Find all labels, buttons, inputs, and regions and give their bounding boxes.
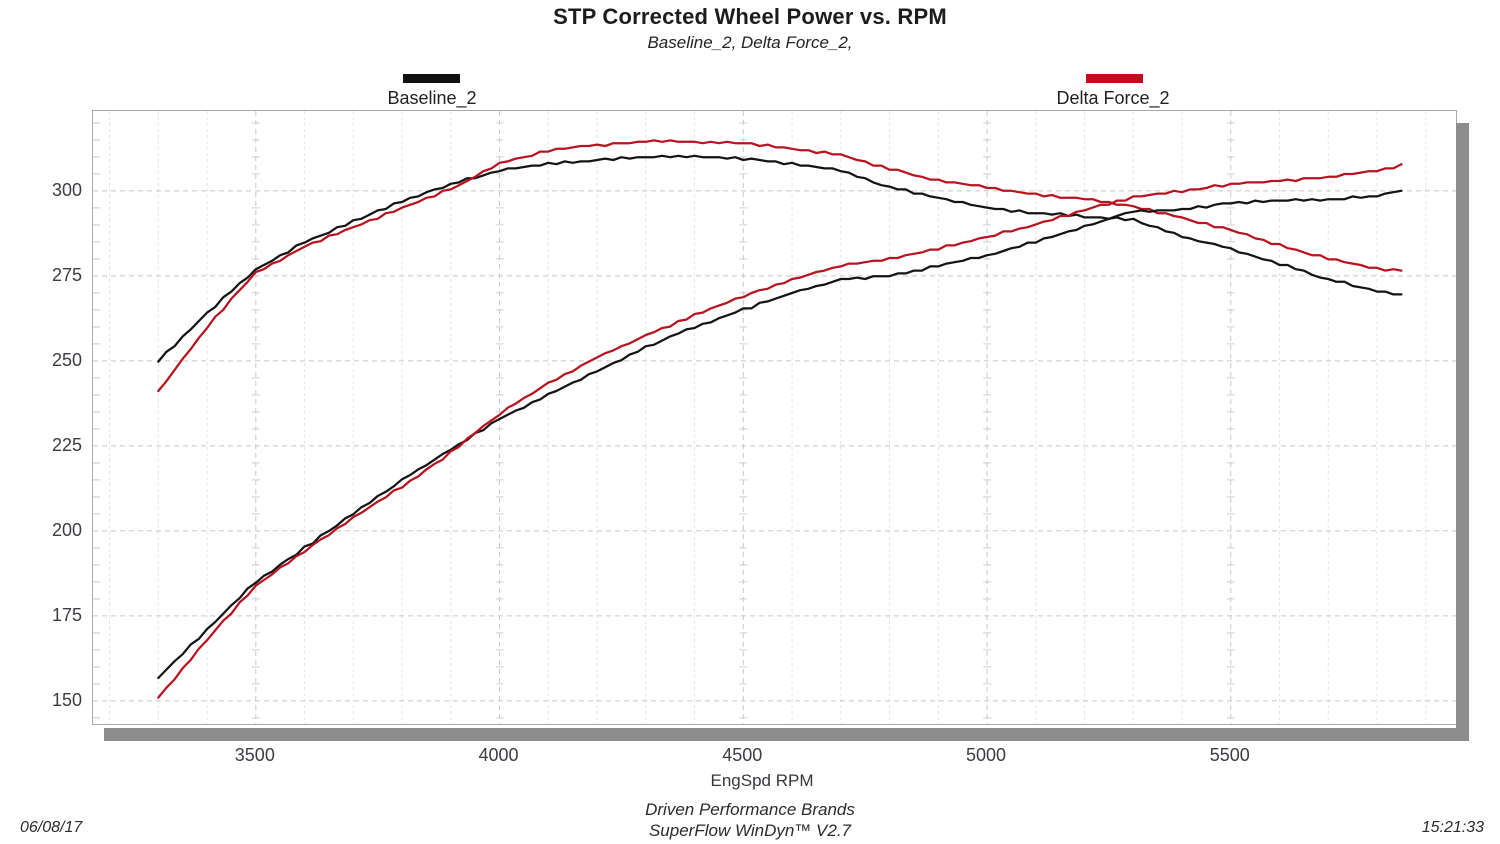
x-tick-label: 4500	[722, 745, 763, 765]
footer-date: 06/08/17	[20, 819, 83, 836]
y-tick-label: 150	[51, 689, 82, 710]
y-tick-label: 275	[51, 264, 82, 285]
y-tick-label: 225	[51, 434, 82, 455]
footer-brand: Driven Performance Brands	[645, 800, 855, 819]
plot-shadow-bottom	[104, 728, 1469, 741]
chart-plot-area	[92, 110, 1457, 725]
legend-swatch-baseline	[403, 74, 460, 83]
page-title: STP Corrected Wheel Power vs. RPM	[553, 4, 947, 29]
x-tick-label: 3500	[234, 745, 275, 765]
x-tick-label: 5500	[1209, 745, 1250, 765]
y-tick-label: 175	[51, 604, 82, 625]
legend-label-baseline: Baseline_2	[387, 88, 477, 108]
x-axis-title: EngSpd RPM	[710, 771, 814, 790]
y-tick-label: 200	[51, 519, 82, 540]
x-tick-label: 5000	[966, 745, 1007, 765]
page-subtitle: Baseline_2, Delta Force_2,	[647, 33, 853, 52]
x-tick-label: 4000	[478, 745, 519, 765]
legend-swatch-deltaforce	[1086, 74, 1143, 83]
plot-shadow-right	[1456, 123, 1469, 741]
legend-label-deltaforce: Delta Force_2	[1056, 88, 1170, 108]
footer-time: 15:21:33	[1421, 819, 1484, 836]
footer-software: SuperFlow WinDyn™ V2.7	[648, 821, 852, 840]
dyno-curves-svg	[93, 111, 1456, 724]
y-tick-label: 250	[51, 349, 82, 370]
y-tick-label: 300	[51, 179, 82, 200]
